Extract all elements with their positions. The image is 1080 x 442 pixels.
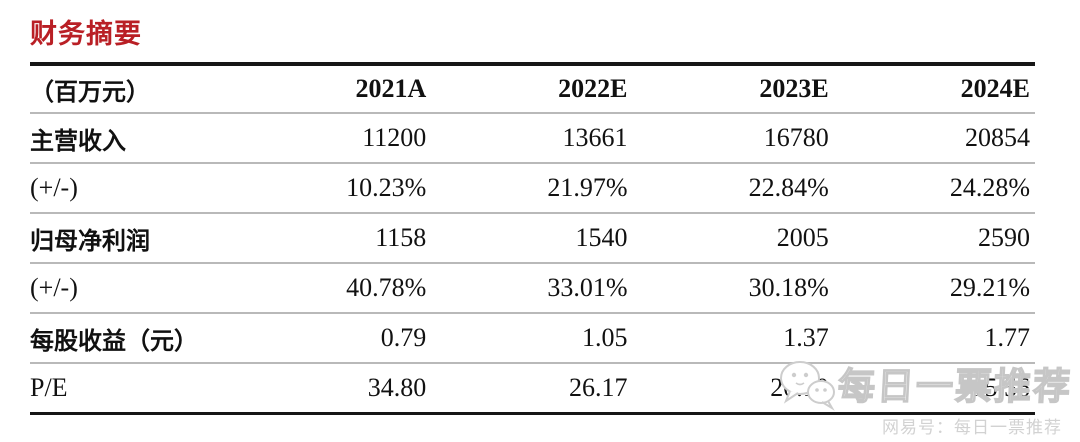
year-header-2021a: 2021A (355, 74, 427, 103)
table-row-pe: P/E 34.80 26.17 20.10 15.56 (30, 362, 1035, 414)
table-row-revenue: 主营收入 11200 13661 16780 20854 (30, 112, 1035, 163)
year-header-2022e: 2022E (558, 74, 628, 103)
table-cell: 1158 (230, 212, 432, 263)
table-cell: 13661 (431, 112, 633, 163)
year-header-2024e: 2024E (960, 74, 1030, 103)
row-label: (+/-) (30, 262, 230, 313)
table-cell: 2005 (632, 212, 834, 263)
table-row-profit-growth: (+/-) 40.78% 33.01% 30.18% 29.21% (30, 262, 1035, 313)
year-header-2023e: 2023E (759, 74, 829, 103)
table-header-row: （百万元） 2021A 2022E 2023E 2024E (30, 64, 1035, 113)
table-row-eps: 每股收益（元） 0.79 1.05 1.37 1.77 (30, 312, 1035, 363)
table-cell: 1.05 (431, 312, 633, 363)
page-title: 财务摘要 (30, 19, 142, 49)
table-cell: 40.78% (230, 262, 432, 313)
table-cell: 10.23% (230, 162, 432, 213)
table-cell: 20854 (833, 112, 1035, 163)
table-cell: 2590 (833, 212, 1035, 263)
table-cell: 26.17 (431, 362, 633, 414)
table-row-revenue-growth: (+/-) 10.23% 21.97% 22.84% 24.28% (30, 162, 1035, 213)
account-caption: 网易号：每日一票推荐 (882, 418, 1062, 437)
row-label: P/E (30, 362, 230, 414)
row-label: 归母净利润 (30, 212, 230, 263)
table-cell: 16780 (632, 112, 834, 163)
table-cell: 1540 (431, 212, 633, 263)
table-cell: 11200 (230, 112, 432, 163)
table-cell: 22.84% (632, 162, 834, 213)
table-cell: 33.01% (431, 262, 633, 313)
row-label: 每股收益（元） (30, 312, 230, 363)
financial-summary-table: （百万元） 2021A 2022E 2023E 2024E 主营收入 11200… (30, 62, 1035, 415)
table-cell: 34.80 (230, 362, 432, 414)
table-cell: 1.37 (632, 312, 834, 363)
table-cell: 29.21% (833, 262, 1035, 313)
table-cell: 15.56 (833, 362, 1035, 414)
table-cell: 21.97% (431, 162, 633, 213)
table-cell: 0.79 (230, 312, 432, 363)
table-cell: 24.28% (833, 162, 1035, 213)
table-cell: 30.18% (632, 262, 834, 313)
table-cell: 20.10 (632, 362, 834, 414)
row-label: 主营收入 (30, 112, 230, 163)
row-label: (+/-) (30, 162, 230, 213)
table-cell: 1.77 (833, 312, 1035, 363)
table-row-net-profit: 归母净利润 1158 1540 2005 2590 (30, 212, 1035, 263)
unit-header-cell: （百万元） (30, 79, 150, 106)
